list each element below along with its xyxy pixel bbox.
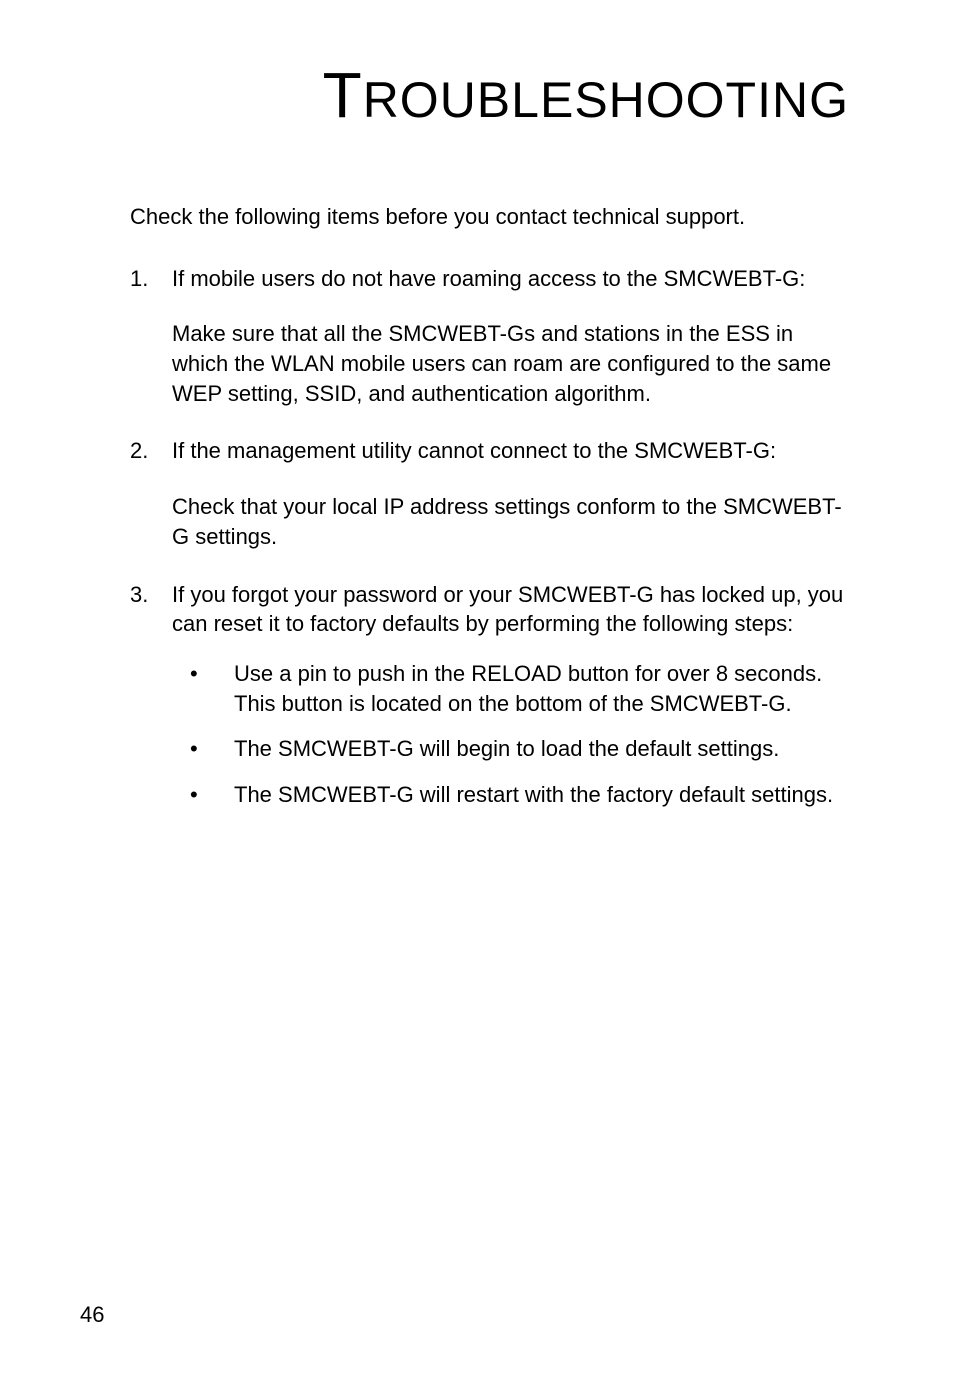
bullet-item: The SMCWEBT-G will restart with the fact… bbox=[172, 780, 849, 810]
item-lead: If you forgot your password or your SMCW… bbox=[172, 582, 843, 637]
bullet-item: Use a pin to push in the RELOAD button f… bbox=[172, 659, 849, 718]
bullet-list: Use a pin to push in the RELOAD button f… bbox=[172, 659, 849, 810]
title-dropcap: T bbox=[323, 59, 363, 131]
item-number: 3. bbox=[130, 580, 148, 610]
page-number: 46 bbox=[80, 1302, 104, 1328]
item-number: 1. bbox=[130, 264, 148, 294]
page: TROUBLESHOOTING Check the following item… bbox=[0, 0, 954, 1388]
item-subpara: Make sure that all the SMCWEBT-Gs and st… bbox=[172, 319, 849, 408]
item-lead: If mobile users do not have roaming acce… bbox=[172, 266, 805, 291]
item-number: 2. bbox=[130, 436, 148, 466]
list-item: 1. If mobile users do not have roaming a… bbox=[130, 264, 849, 409]
troubleshooting-list: 1. If mobile users do not have roaming a… bbox=[130, 264, 849, 810]
item-subpara: Check that your local IP address setting… bbox=[172, 492, 849, 551]
intro-text: Check the following items before you con… bbox=[130, 202, 849, 232]
title-rest: ROUBLESHOOTING bbox=[363, 72, 849, 128]
list-item: 2. If the management utility cannot conn… bbox=[130, 436, 849, 551]
item-lead: If the management utility cannot connect… bbox=[172, 438, 776, 463]
bullet-item: The SMCWEBT-G will begin to load the def… bbox=[172, 734, 849, 764]
list-item: 3. If you forgot your password or your S… bbox=[130, 580, 849, 810]
page-title: TROUBLESHOOTING bbox=[130, 58, 849, 132]
